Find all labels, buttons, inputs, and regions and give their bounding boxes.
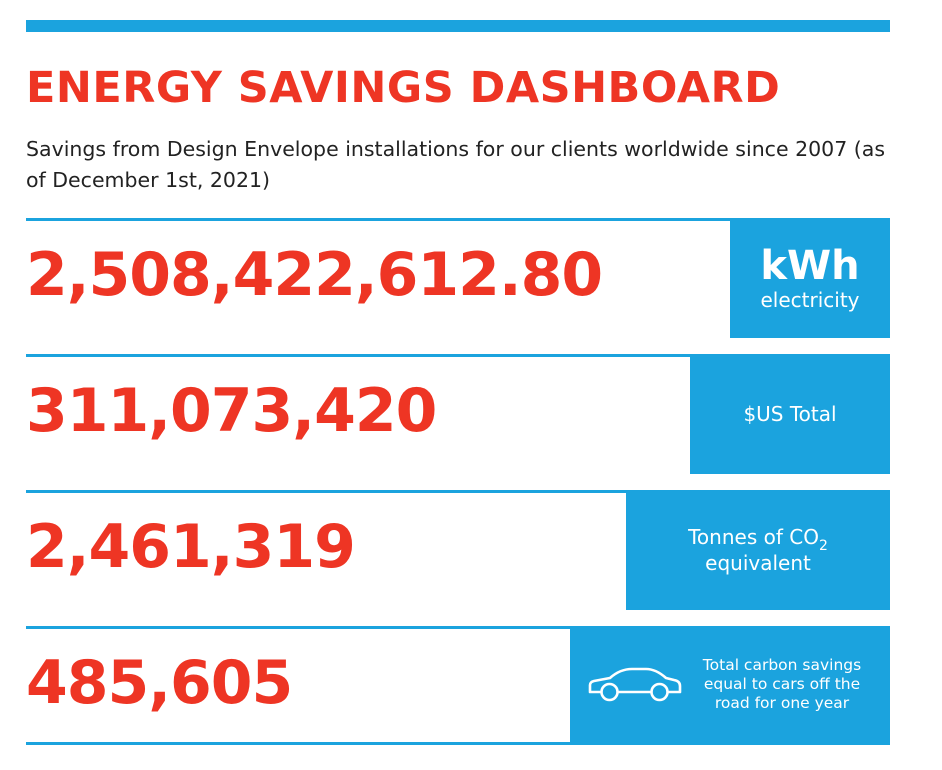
metric-row-electricity: 2,508,422,612.80 kWh electricity bbox=[26, 218, 890, 338]
page-title: ENERGY SAVINGS DASHBOARD bbox=[26, 63, 781, 113]
bottom-divider bbox=[26, 742, 890, 745]
cars-caption-line2: equal to cars off the bbox=[703, 674, 861, 693]
co2-unit-caption-subscript: 2 bbox=[818, 538, 828, 554]
row-divider bbox=[26, 626, 570, 629]
co2-unit-caption-prefix: Tonnes of CO bbox=[688, 525, 819, 549]
electricity-unit-caption: electricity bbox=[760, 288, 860, 312]
electricity-unit-box: kWh electricity bbox=[730, 218, 890, 338]
cars-value: 485,605 bbox=[26, 648, 293, 718]
cars-caption-line1: Total carbon savings bbox=[702, 655, 862, 674]
electricity-unit: kWh bbox=[760, 243, 860, 289]
row-divider bbox=[26, 490, 626, 493]
dollars-unit-caption: $US Total bbox=[743, 402, 837, 426]
cars-unit-box: Total carbon savings equal to cars off t… bbox=[570, 626, 890, 742]
cars-caption: Total carbon savings equal to cars off t… bbox=[684, 656, 890, 713]
metric-row-co2: 2,461,319 Tonnes of CO2 equivalent bbox=[26, 490, 890, 610]
co2-unit-caption-line2: equivalent bbox=[705, 551, 811, 575]
row-divider bbox=[26, 354, 690, 357]
co2-value: 2,461,319 bbox=[26, 512, 356, 582]
metric-row-cars: 485,605 Total carbon savings equal to ca… bbox=[26, 626, 890, 742]
car-icon bbox=[588, 667, 682, 702]
top-accent-bar bbox=[26, 20, 890, 32]
electricity-value: 2,508,422,612.80 bbox=[26, 240, 603, 310]
co2-unit-box: Tonnes of CO2 equivalent bbox=[626, 490, 890, 610]
row-divider bbox=[26, 218, 730, 221]
page-subtitle: Savings from Design Envelope installatio… bbox=[26, 137, 886, 192]
co2-unit-caption-line1: Tonnes of CO2 bbox=[688, 524, 828, 553]
dollars-value: 311,073,420 bbox=[26, 376, 437, 446]
cars-caption-line3: road for one year bbox=[714, 693, 850, 712]
dollars-unit-box: $US Total bbox=[690, 354, 890, 474]
metric-row-dollars: 311,073,420 $US Total bbox=[26, 354, 890, 474]
